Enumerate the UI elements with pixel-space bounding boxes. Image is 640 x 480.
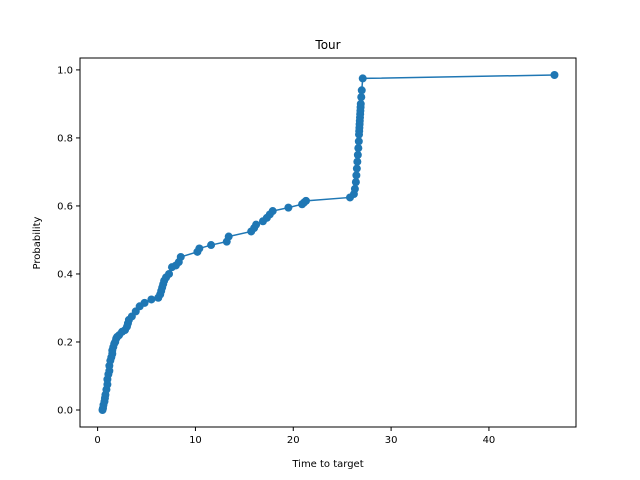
data-point [140,298,149,307]
data-point [357,86,366,95]
data-point [207,241,216,250]
data-point [352,171,361,180]
plot-area [79,57,577,428]
y-tick-label: 0.0 [57,405,73,416]
x-axis-label: Time to target [291,459,363,470]
y-tick-label: 0.6 [57,201,73,212]
plot-frame [79,57,577,428]
data-point [176,252,185,261]
x-tick-label: 30 [385,435,398,446]
x-tick-label: 10 [189,435,202,446]
data-point [354,137,363,146]
data-point [351,178,360,187]
y-tick-label: 0.8 [57,133,73,144]
data-point [350,184,359,193]
y-tick-label: 0.2 [57,337,73,348]
x-axis: 0 10 20 30 40 [94,427,495,446]
series-group [98,71,559,414]
y-axis: 0.0 0.2 0.4 0.6 0.8 1.0 [57,65,80,416]
data-point [352,164,361,173]
x-tick-label: 20 [287,435,300,446]
data-point [284,203,293,212]
y-tick-label: 1.0 [57,65,73,76]
data-point [147,295,156,304]
data-point [550,71,559,80]
x-tick-label: 40 [483,435,496,446]
data-point [356,99,365,108]
data-point [224,232,233,241]
y-axis-label: Probability [32,216,43,269]
y-tick-label: 0.4 [57,269,73,280]
data-point [353,150,362,159]
data-point [353,157,362,166]
data-point [358,74,367,83]
data-point [195,244,204,253]
x-tick-label: 0 [94,435,100,446]
data-point [357,93,366,102]
data-point [165,269,174,278]
data-point [354,144,363,153]
data-point [268,207,277,216]
chart-title: Tour [314,38,340,52]
data-point [301,196,310,205]
data-point [252,220,261,229]
